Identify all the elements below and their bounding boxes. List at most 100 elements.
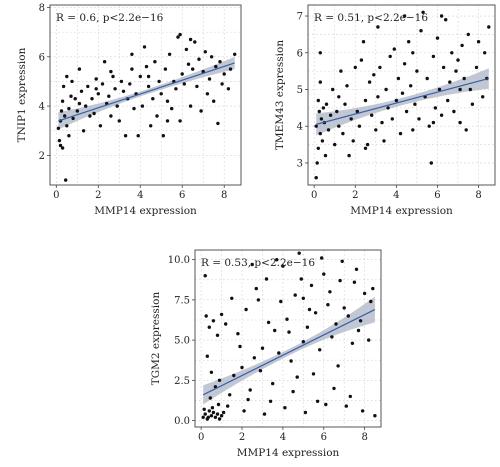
data-point xyxy=(178,32,182,37)
data-point xyxy=(330,335,334,339)
data-point xyxy=(337,124,341,128)
data-point xyxy=(324,402,328,407)
data-point xyxy=(254,286,258,291)
data-point xyxy=(419,29,423,33)
data-point xyxy=(404,109,409,114)
data-point xyxy=(92,111,96,116)
y-tick-label: 7.5 xyxy=(174,295,190,306)
data-point xyxy=(220,82,224,86)
data-point xyxy=(84,104,88,108)
data-point xyxy=(369,299,373,304)
data-point xyxy=(339,69,343,73)
data-point xyxy=(203,274,207,278)
data-point xyxy=(138,74,142,79)
data-point xyxy=(262,412,267,416)
data-point xyxy=(248,388,252,392)
data-point xyxy=(293,293,297,297)
data-point xyxy=(367,338,371,342)
data-point xyxy=(421,10,425,14)
data-point xyxy=(111,74,115,79)
data-point xyxy=(318,131,322,136)
data-point xyxy=(322,272,326,276)
data-point xyxy=(301,340,305,344)
data-point xyxy=(61,84,66,89)
data-point xyxy=(203,50,207,54)
data-point xyxy=(232,373,236,378)
data-point xyxy=(215,412,220,416)
data-point xyxy=(109,69,113,74)
data-point xyxy=(291,389,295,394)
data-point xyxy=(305,325,310,329)
data-point xyxy=(195,84,199,89)
x-tick-label: 4 xyxy=(280,432,286,443)
data-point xyxy=(349,117,353,121)
y-tick-label: 4 xyxy=(39,102,45,113)
data-point xyxy=(157,79,161,84)
data-point xyxy=(382,139,386,143)
data-point xyxy=(264,277,269,281)
data-point xyxy=(199,109,203,113)
data-point xyxy=(221,410,226,415)
data-point xyxy=(226,87,231,91)
data-point xyxy=(117,119,122,123)
data-point xyxy=(380,120,384,125)
data-point xyxy=(476,40,481,44)
data-point xyxy=(315,399,320,403)
data-point xyxy=(130,67,134,71)
data-point xyxy=(352,280,357,284)
data-point xyxy=(57,138,62,143)
data-point xyxy=(338,278,342,283)
data-point xyxy=(188,104,193,108)
data-point xyxy=(217,417,222,421)
data-point xyxy=(394,98,399,103)
data-point xyxy=(86,84,90,89)
data-point xyxy=(313,311,318,315)
data-point xyxy=(345,84,349,88)
data-point xyxy=(130,52,134,56)
data-point xyxy=(396,76,401,81)
y-tick-label: 6 xyxy=(297,48,303,59)
data-point xyxy=(331,87,335,92)
x-tick-label: 8 xyxy=(475,190,481,201)
y-axis-label: TGM2 expression xyxy=(150,292,162,386)
data-point xyxy=(100,82,105,86)
data-point xyxy=(128,82,132,86)
data-point xyxy=(283,406,287,410)
data-point xyxy=(320,256,324,260)
data-point xyxy=(207,325,211,329)
y-tick-label: 3 xyxy=(297,158,303,169)
data-point xyxy=(279,299,283,304)
data-point xyxy=(107,94,111,98)
data-point xyxy=(285,317,289,321)
data-point xyxy=(311,372,316,376)
confidence-band xyxy=(58,56,235,130)
data-point xyxy=(392,47,396,51)
data-point xyxy=(109,114,113,118)
data-point xyxy=(439,113,444,117)
data-point xyxy=(315,161,319,165)
data-point xyxy=(386,106,390,110)
data-point xyxy=(402,14,407,18)
data-point xyxy=(174,87,178,91)
data-point xyxy=(342,306,346,310)
data-point xyxy=(454,69,458,73)
data-point xyxy=(456,58,460,62)
data-point xyxy=(202,407,206,411)
data-point xyxy=(211,410,216,415)
regression-line xyxy=(202,308,376,396)
data-point xyxy=(214,64,218,69)
data-point xyxy=(216,121,220,126)
data-point xyxy=(146,84,151,89)
y-tick-label: 8 xyxy=(39,3,45,14)
data-point xyxy=(217,378,222,382)
correlation-annotation: R = 0.6, p<2.2e−16 xyxy=(56,12,164,24)
data-point xyxy=(431,120,436,125)
data-point xyxy=(193,40,197,44)
data-point xyxy=(94,87,98,91)
data-point xyxy=(210,406,215,410)
data-point xyxy=(411,51,415,55)
x-tick-label: 0 xyxy=(198,432,204,443)
data-point xyxy=(358,319,363,323)
data-point xyxy=(204,314,208,318)
data-point xyxy=(337,95,341,99)
